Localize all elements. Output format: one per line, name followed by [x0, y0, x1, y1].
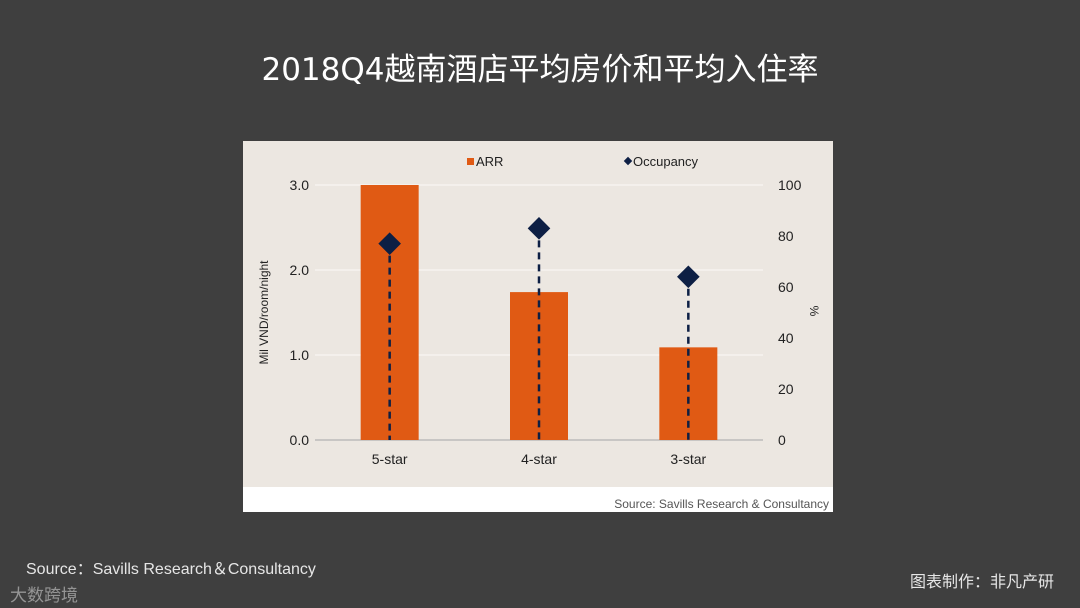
occupancy-marker: [527, 217, 551, 240]
chart-panel: Source: Savills Research & Consultancy 0.…: [243, 141, 833, 512]
occupancy-marker: [378, 232, 401, 255]
chart: Source: Savills Research & Consultancy 0.…: [243, 154, 833, 512]
y-tick-label: 1.0: [290, 347, 310, 363]
occupancy-marker: [677, 265, 700, 289]
y2-tick-label: 20: [778, 381, 794, 397]
x-tick-label: 4-star: [521, 451, 557, 467]
legend-arr-label: ARR: [476, 154, 503, 169]
page-title: 2018Q4越南酒店平均房价和平均入住率: [261, 52, 819, 88]
legend-occupancy-label: Occupancy: [633, 154, 699, 169]
y2-tick-label: 40: [778, 330, 794, 346]
chart-source-note: Source: Savills Research & Consultancy: [614, 497, 829, 511]
source-strip: [243, 487, 833, 512]
legend-occupancy-swatch: [623, 156, 633, 166]
y-axis-label: Mil VND/room/night: [257, 260, 271, 365]
credit-text: 图表制作：非凡产研: [909, 572, 1054, 591]
y-tick-label: 2.0: [290, 262, 310, 278]
y-tick-label: 0.0: [290, 432, 310, 448]
x-tick-label: 5-star: [372, 451, 408, 467]
y2-tick-label: 80: [778, 228, 794, 244]
y-tick-label: 3.0: [290, 177, 310, 193]
legend-arr-swatch: [467, 158, 474, 165]
watermark: 大数跨境: [10, 586, 78, 606]
y2-tick-label: 100: [778, 177, 802, 193]
y2-tick-label: 0: [778, 432, 786, 448]
source-text: Source：Savills Research＆Consultancy: [26, 561, 316, 578]
bar-arr: [360, 185, 419, 440]
x-tick-label: 3-star: [670, 451, 706, 467]
y2-axis-label: %: [807, 306, 821, 317]
y2-tick-label: 60: [778, 279, 794, 295]
